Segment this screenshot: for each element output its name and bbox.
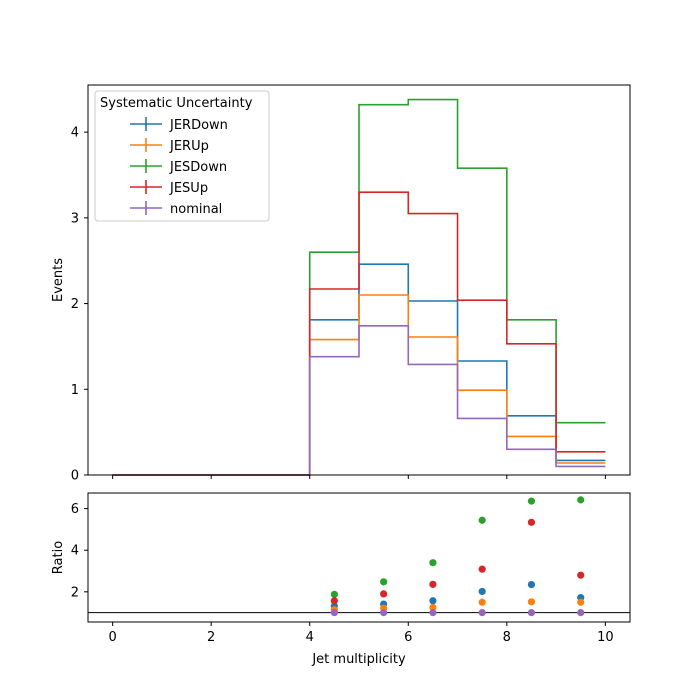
ratio-y-axis-label: Ratio: [51, 541, 66, 574]
legend-title: Systematic Uncertainty: [100, 96, 253, 111]
ratio-point-nominal-3: [478, 609, 486, 617]
legend-label-JESDown: JESDown: [169, 160, 227, 175]
ratio-point-JESUp-1: [380, 590, 388, 598]
ratio-xtick-label-10: 10: [597, 630, 614, 645]
ratio-point-JESDown-5: [577, 496, 585, 504]
ratio-point-JESDown-1: [380, 578, 388, 586]
main-ytick-label-0: 0: [71, 469, 79, 484]
ratio-ytick-label-2: 2: [71, 585, 79, 600]
main-ytick-label-1: 1: [71, 383, 79, 398]
legend-label-JERUp: JERUp: [169, 139, 209, 154]
legend-label-JERDown: JERDown: [169, 118, 228, 133]
ratio-point-JERDown-4: [527, 580, 536, 589]
ratio-xtick-label-0: 0: [108, 630, 116, 645]
ratio-plot-frame: [87, 492, 631, 623]
ratio-point-JERDown-2: [429, 597, 437, 605]
ratio-xtick-label-6: 6: [404, 630, 412, 645]
ratio-ytick-label-4: 4: [71, 544, 79, 559]
ratio-point-JESDown-0: [330, 590, 338, 598]
ratio-point-JESDown-4: [527, 497, 536, 505]
legend: Systematic Uncertainty JERDown JERUp JESDow…: [94, 90, 270, 222]
ratio-point-JESUp-0: [330, 597, 338, 605]
ratio-xtick-label-4: 4: [306, 630, 314, 645]
ratio-xtick-label-2: 2: [207, 630, 215, 645]
ratio-point-JERUp-5: [577, 598, 585, 606]
ratio-point-nominal-5: [577, 609, 585, 617]
legend-label-JESUp: JESUp: [169, 181, 208, 196]
ratio-point-JESDown-2: [429, 559, 437, 567]
main-panel: 0 1 2 3 4 Events: [51, 84, 631, 484]
ratio-panel: 2 4 6 0 2 4 6 8 10 Jet multiplicity Ratio: [51, 492, 631, 667]
ratio-point-JESUp-5: [577, 571, 585, 579]
ratio-point-JERUp-2: [429, 603, 437, 612]
ratio-point-nominal-2: [429, 609, 437, 617]
main-ytick-label-3: 3: [71, 211, 79, 226]
ratio-point-JERUp-4: [527, 598, 536, 606]
main-y-axis-label: Events: [51, 258, 66, 302]
ratio-ytick-label-6: 6: [71, 502, 79, 517]
ratio-point-JESUp-2: [429, 580, 437, 588]
ratio-point-JERDown-3: [478, 587, 486, 596]
ratio-xtick-label-8: 8: [503, 630, 511, 645]
main-ytick-label-2: 2: [71, 297, 79, 312]
ratio-point-JESUp-3: [478, 565, 486, 573]
legend-label-nominal: nominal: [170, 202, 222, 217]
ratio-point-nominal-4: [527, 609, 536, 617]
ratio-point-nominal-1: [380, 609, 388, 617]
x-axis-label: Jet multiplicity: [311, 652, 406, 667]
ratio-point-JESUp-4: [527, 518, 536, 526]
ratio-point-JERUp-3: [478, 598, 486, 606]
main-ytick-label-4: 4: [71, 126, 79, 141]
ratio-point-JESDown-3: [478, 516, 486, 524]
main-plot-frame: [87, 84, 631, 476]
ratio-point-nominal-0: [330, 609, 338, 617]
